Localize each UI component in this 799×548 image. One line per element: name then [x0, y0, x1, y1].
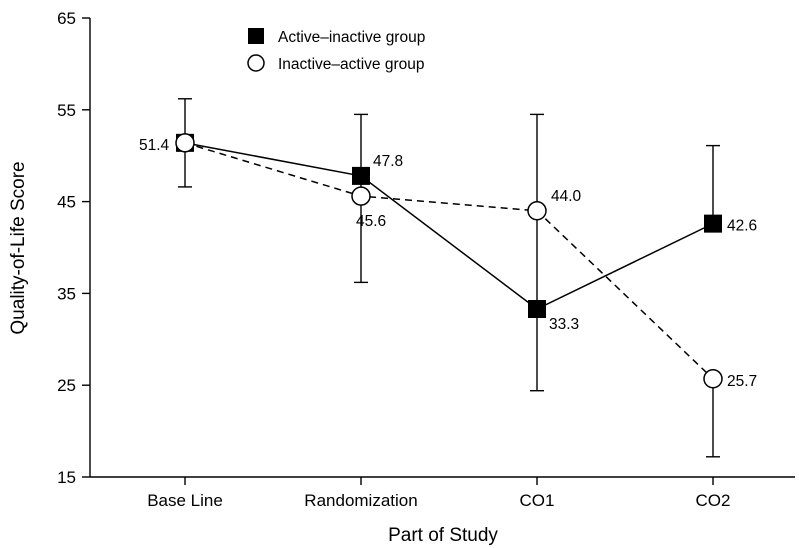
series-line — [185, 143, 713, 309]
x-tick-label: CO1 — [520, 491, 555, 510]
series-markers — [176, 134, 722, 388]
square-marker — [352, 167, 370, 185]
data-label: 51.4 — [139, 137, 170, 154]
legend-circle-icon — [248, 55, 264, 71]
series-lines — [185, 143, 713, 379]
y-tick-label: 45 — [57, 193, 76, 212]
error-bars — [178, 99, 720, 457]
data-label: 33.3 — [549, 316, 579, 333]
y-axis-title: Quality-of-Life Score — [8, 161, 29, 334]
y-tick-label: 15 — [57, 468, 76, 487]
square-marker — [528, 300, 546, 318]
data-label: 25.7 — [727, 373, 757, 390]
x-ticks: Base Line Randomization CO1 CO2 — [147, 477, 730, 510]
circle-marker — [352, 187, 370, 205]
x-tick-label: CO2 — [696, 491, 731, 510]
square-marker — [704, 215, 722, 233]
series-line — [185, 143, 713, 379]
y-tick-label: 25 — [57, 376, 76, 395]
x-axis-title: Part of Study — [388, 525, 498, 546]
legend-label-active-inactive: Active–inactive group — [278, 29, 425, 46]
data-label: 42.6 — [727, 218, 757, 235]
legend-square-icon — [248, 28, 264, 44]
y-tick-label: 55 — [57, 101, 76, 120]
y-tick-label: 65 — [57, 9, 76, 28]
axes — [90, 18, 795, 477]
y-tick-label: 35 — [57, 284, 76, 303]
data-label: 47.8 — [373, 153, 403, 170]
circle-marker — [528, 202, 546, 220]
circle-marker — [704, 370, 722, 388]
legend: Active–inactive group Inactive–active gr… — [248, 28, 425, 73]
data-label: 44.0 — [551, 188, 582, 205]
y-ticks: 15 25 35 45 55 65 — [57, 9, 90, 487]
x-tick-label: Randomization — [304, 491, 417, 510]
data-label: 45.6 — [356, 213, 386, 230]
x-tick-label: Base Line — [147, 491, 223, 510]
circle-marker — [176, 134, 194, 152]
legend-label-inactive-active: Inactive–active group — [278, 56, 424, 73]
data-labels: 51.4 47.8 33.3 42.6 45.6 44.0 25.7 — [139, 137, 757, 390]
